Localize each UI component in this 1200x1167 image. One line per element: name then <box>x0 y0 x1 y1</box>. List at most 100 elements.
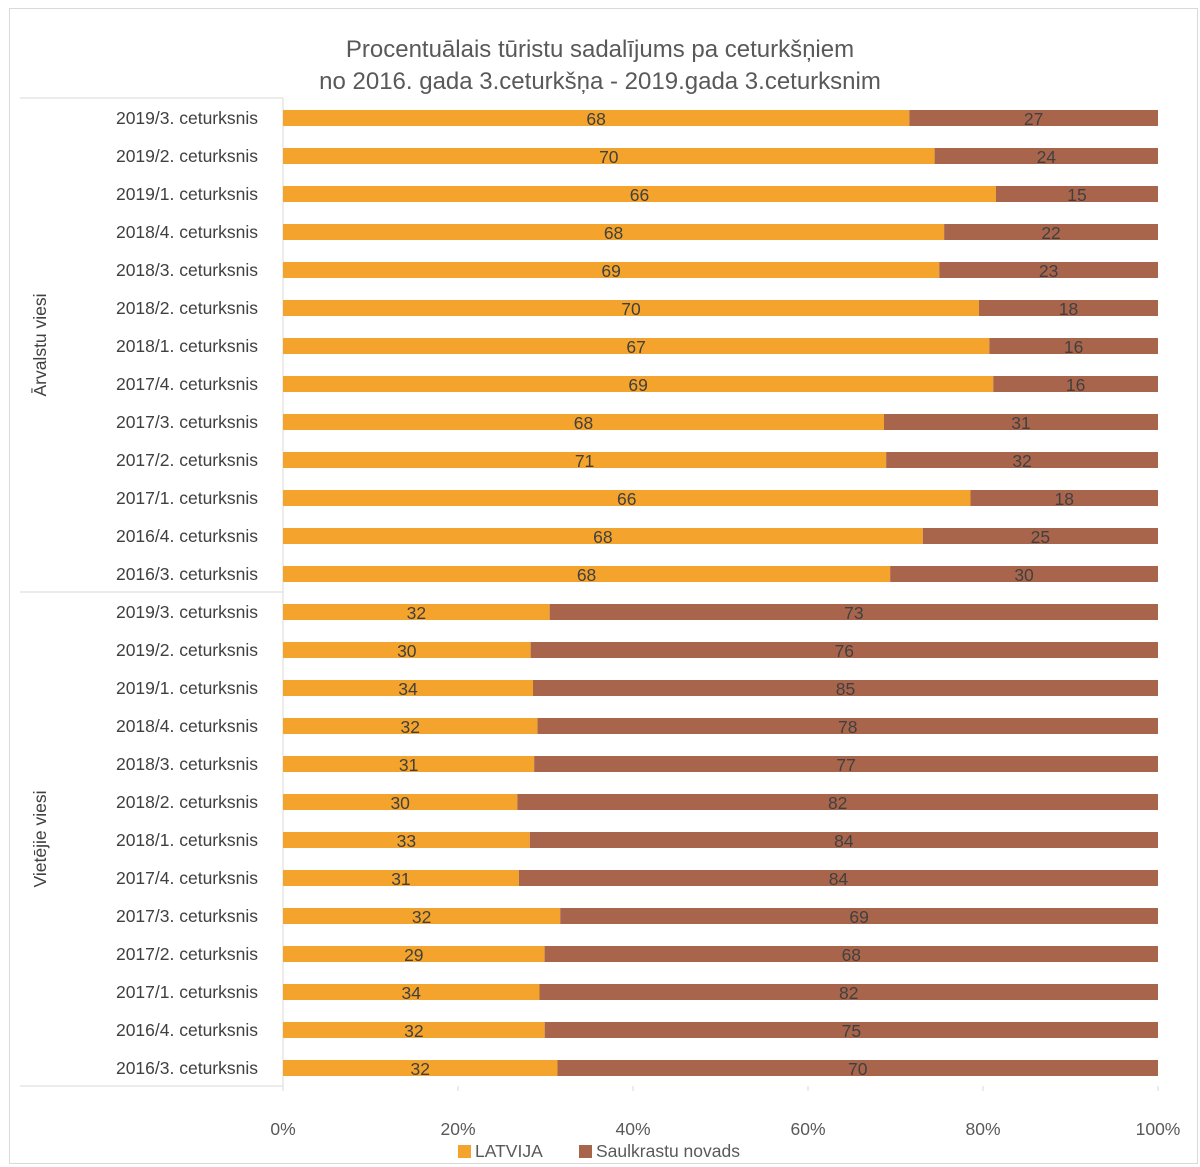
category-label: 2018/3. ceturksnis <box>116 260 258 280</box>
data-label-latvija: 68 <box>574 413 593 433</box>
bar-latvija <box>283 718 538 734</box>
bar-latvija <box>283 148 935 164</box>
bar-latvija <box>283 908 561 924</box>
bar-latvija <box>283 1060 558 1076</box>
category-label: 2018/2. ceturksnis <box>116 792 258 812</box>
bar-latvija <box>283 376 994 392</box>
bar-saulkrastu <box>934 148 1158 164</box>
bar-saulkrastu <box>530 642 1158 658</box>
x-tick-label: 60% <box>790 1119 825 1139</box>
bar-latvija <box>283 452 887 468</box>
data-label-latvija: 68 <box>577 565 596 585</box>
category-label: 2016/4. ceturksnis <box>116 526 258 546</box>
data-label-saulkrastu: 23 <box>1039 261 1058 281</box>
chart-title: Procentuālais tūristu sadalījums pa cetu… <box>319 36 881 95</box>
bar-saulkrastu <box>518 870 1158 886</box>
data-label-latvija: 66 <box>617 489 636 509</box>
data-label-latvija: 67 <box>626 337 645 357</box>
category-label: 2017/4. ceturksnis <box>116 868 258 888</box>
data-label-saulkrastu: 27 <box>1024 109 1043 129</box>
chart-title-line: Procentuālais tūristu sadalījums pa cetu… <box>346 36 854 63</box>
bar-latvija <box>283 756 535 772</box>
bar-saulkrastu <box>939 262 1158 278</box>
bar-latvija <box>283 680 533 696</box>
data-label-saulkrastu: 70 <box>848 1059 868 1079</box>
bar-saulkrastu <box>529 832 1158 848</box>
bar-latvija <box>283 262 940 278</box>
data-label-saulkrastu: 82 <box>839 983 858 1003</box>
legend-swatch <box>458 1145 471 1158</box>
bar-latvija <box>283 186 996 202</box>
category-label: 2019/1. ceturksnis <box>116 184 258 204</box>
bar-saulkrastu <box>890 566 1158 582</box>
category-label: 2018/3. ceturksnis <box>116 754 258 774</box>
x-tick-label: 0% <box>270 1119 295 1139</box>
data-label-saulkrastu: 25 <box>1031 527 1050 547</box>
chart-bars <box>283 110 1158 1076</box>
category-label: 2019/1. ceturksnis <box>116 678 258 698</box>
data-label-latvija: 32 <box>411 1059 430 1079</box>
bar-latvija <box>283 794 518 810</box>
bar-latvija <box>283 300 980 316</box>
category-label: 2016/3. ceturksnis <box>116 1058 258 1078</box>
data-label-latvija: 71 <box>575 451 594 471</box>
x-tick-label: 100% <box>1136 1119 1181 1139</box>
bar-latvija <box>283 528 923 544</box>
data-label-latvija: 68 <box>604 223 623 243</box>
chart-legend: LATVIJA Saulkrastu novads <box>458 1141 740 1161</box>
group-label: Ārvalstu viesi <box>30 293 50 396</box>
bar-saulkrastu <box>995 186 1158 202</box>
bar-latvija <box>283 604 550 620</box>
bar-saulkrastu <box>944 224 1158 240</box>
data-label-saulkrastu: 82 <box>828 793 847 813</box>
data-label-saulkrastu: 85 <box>836 679 855 699</box>
bar-saulkrastu <box>533 680 1158 696</box>
data-label-saulkrastu: 16 <box>1066 375 1085 395</box>
bar-saulkrastu <box>970 490 1158 506</box>
bar-latvija <box>283 642 531 658</box>
data-label-latvija: 69 <box>601 261 620 281</box>
data-label-saulkrastu: 18 <box>1059 299 1078 319</box>
category-label: 2018/4. ceturksnis <box>116 716 258 736</box>
category-label: 2017/2. ceturksnis <box>116 450 258 470</box>
bar-saulkrastu <box>537 718 1158 734</box>
category-label: 2017/3. ceturksnis <box>116 906 258 926</box>
group-label: Vietējie viesi <box>30 791 50 888</box>
data-label-latvija: 70 <box>599 147 619 167</box>
category-label: 2017/4. ceturksnis <box>116 374 258 394</box>
data-label-saulkrastu: 77 <box>836 755 855 775</box>
data-label-saulkrastu: 69 <box>849 907 868 927</box>
legend-label: LATVIJA <box>475 1141 543 1161</box>
legend-label: Saulkrastu novads <box>596 1141 740 1161</box>
bar-latvija <box>283 338 990 354</box>
bar-saulkrastu <box>993 376 1158 392</box>
category-label: 2019/3. ceturksnis <box>116 108 258 128</box>
data-label-saulkrastu: 15 <box>1067 185 1086 205</box>
legend-swatch <box>579 1145 592 1158</box>
bar-saulkrastu <box>909 110 1158 126</box>
data-label-latvija: 68 <box>586 109 605 129</box>
bar-latvija <box>283 566 891 582</box>
data-label-saulkrastu: 18 <box>1055 489 1074 509</box>
data-label-latvija: 34 <box>398 679 418 699</box>
bar-saulkrastu <box>557 1060 1158 1076</box>
category-label: 2018/4. ceturksnis <box>116 222 258 242</box>
category-label: 2017/1. ceturksnis <box>116 488 258 508</box>
data-label-saulkrastu: 32 <box>1012 451 1031 471</box>
data-label-saulkrastu: 68 <box>842 945 861 965</box>
bar-saulkrastu <box>539 984 1158 1000</box>
category-label: 2019/2. ceturksnis <box>116 640 258 660</box>
data-label-latvija: 34 <box>401 983 421 1003</box>
bar-saulkrastu <box>534 756 1158 772</box>
bar-saulkrastu <box>989 338 1158 354</box>
bar-saulkrastu <box>979 300 1158 316</box>
category-label: 2017/1. ceturksnis <box>116 982 258 1002</box>
data-label-saulkrastu: 30 <box>1014 565 1034 585</box>
data-label-saulkrastu: 84 <box>834 831 854 851</box>
category-label: 2016/4. ceturksnis <box>116 1020 258 1040</box>
data-label-latvija: 31 <box>391 869 410 889</box>
x-tick-label: 80% <box>965 1119 1000 1139</box>
bar-saulkrastu <box>544 1022 1158 1038</box>
data-label-latvija: 32 <box>407 603 426 623</box>
